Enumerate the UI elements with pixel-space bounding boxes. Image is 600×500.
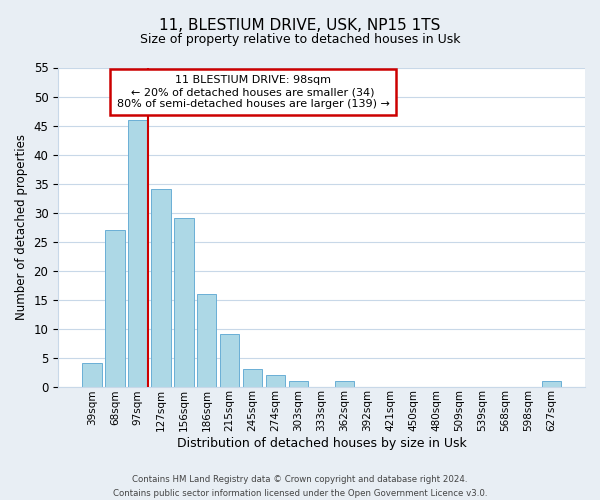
X-axis label: Distribution of detached houses by size in Usk: Distribution of detached houses by size … <box>177 437 466 450</box>
Bar <box>105 230 125 386</box>
Bar <box>220 334 239 386</box>
Bar <box>243 369 262 386</box>
Bar <box>289 380 308 386</box>
Bar <box>151 190 170 386</box>
Bar <box>174 218 194 386</box>
Bar <box>82 364 101 386</box>
Bar <box>542 380 561 386</box>
Text: Size of property relative to detached houses in Usk: Size of property relative to detached ho… <box>140 32 460 46</box>
Text: 11, BLESTIUM DRIVE, USK, NP15 1TS: 11, BLESTIUM DRIVE, USK, NP15 1TS <box>160 18 440 32</box>
Text: 11 BLESTIUM DRIVE: 98sqm
← 20% of detached houses are smaller (34)
80% of semi-d: 11 BLESTIUM DRIVE: 98sqm ← 20% of detach… <box>116 76 389 108</box>
Bar <box>128 120 148 386</box>
Text: Contains HM Land Registry data © Crown copyright and database right 2024.
Contai: Contains HM Land Registry data © Crown c… <box>113 476 487 498</box>
Bar <box>266 375 286 386</box>
Bar <box>197 294 217 386</box>
Y-axis label: Number of detached properties: Number of detached properties <box>15 134 28 320</box>
Bar <box>335 380 355 386</box>
